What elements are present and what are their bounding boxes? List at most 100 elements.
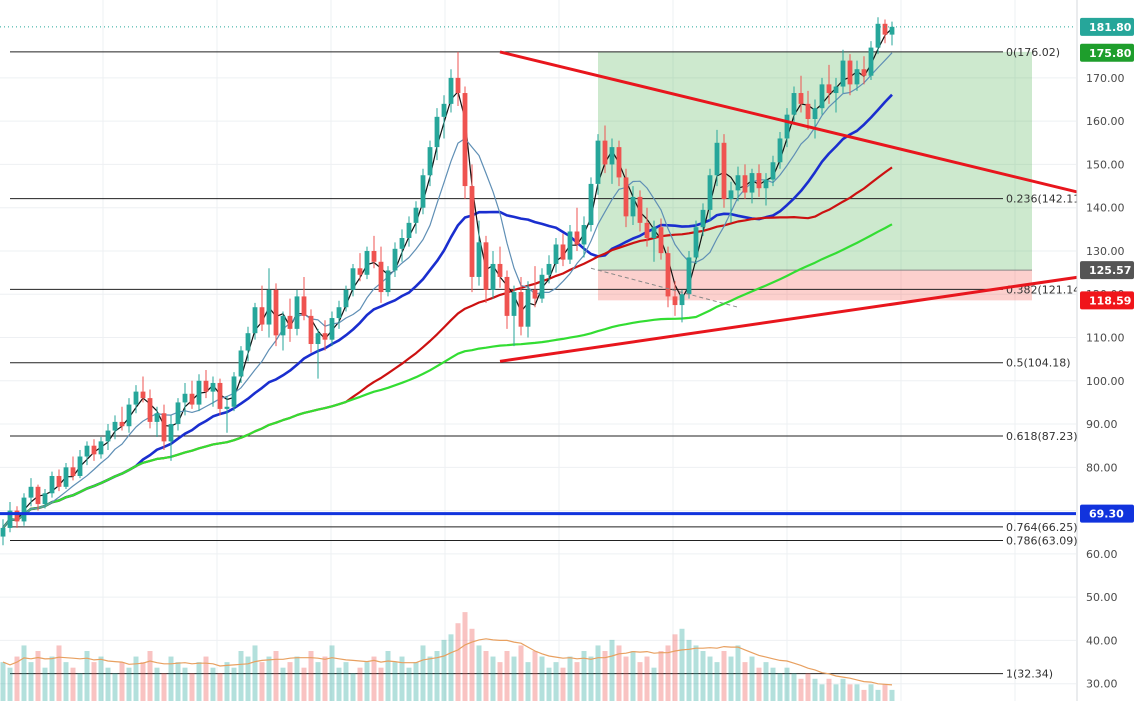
candle	[777, 131, 783, 169]
candle	[483, 235, 489, 303]
candle	[511, 285, 517, 347]
candle-body	[217, 382, 223, 409]
candle-body	[49, 475, 55, 494]
candle	[889, 21, 895, 46]
trendline-1[interactable]	[499, 238, 1136, 363]
candle-body	[588, 183, 594, 226]
candle	[336, 300, 342, 329]
candle	[210, 376, 216, 407]
volume-bar	[686, 639, 692, 701]
price-tag-4	[1080, 504, 1134, 523]
candle-body	[294, 296, 300, 329]
candle	[469, 164, 475, 293]
candle	[49, 471, 55, 498]
candle	[791, 86, 797, 124]
candle	[413, 201, 419, 234]
candle	[21, 493, 27, 526]
candle-body	[546, 263, 552, 275]
volume-bar	[7, 667, 13, 701]
price-axis[interactable]: 30.0040.0050.0060.0070.0080.0090.00100.0…	[1076, 0, 1136, 701]
volume-bar	[840, 678, 846, 701]
candle-body	[469, 186, 475, 277]
volume-bar	[448, 634, 454, 701]
volume-bar	[889, 689, 895, 701]
candle	[749, 168, 755, 204]
candle	[462, 86, 468, 200]
volume-bar	[126, 667, 132, 701]
volume-bar	[854, 684, 860, 701]
candle-body	[735, 175, 741, 191]
fibonacci-retracement[interactable]: 0(176.02) 0.236(142.11 0.382(121.14 0.5(104…	[10, 46, 1080, 681]
candle	[385, 266, 391, 297]
candle-body	[399, 237, 405, 249]
volume-bar	[497, 662, 503, 701]
candle-body	[644, 222, 650, 238]
candle-body	[833, 86, 839, 94]
candle	[546, 255, 552, 284]
candle	[770, 155, 776, 187]
volume-bar	[427, 656, 433, 701]
candle-body	[609, 147, 615, 165]
candle-body	[70, 467, 76, 476]
volume-bar	[294, 656, 300, 701]
y-tick-label: 40.00	[1086, 634, 1118, 647]
candle-body	[791, 93, 797, 115]
candle	[161, 404, 167, 451]
volume-bar	[476, 645, 482, 701]
candle-body	[840, 60, 846, 87]
candle-body	[154, 413, 160, 422]
y-tick-label: 170.00	[1086, 72, 1125, 85]
volume-bar	[798, 678, 804, 701]
volume-bar	[371, 656, 377, 701]
candle	[651, 220, 657, 262]
y-tick-label: 30.00	[1086, 678, 1118, 691]
candle-body	[770, 162, 776, 180]
candle	[616, 140, 622, 187]
candle	[735, 166, 741, 202]
candle	[630, 186, 636, 226]
volume-bar	[595, 645, 601, 701]
candle	[679, 289, 685, 323]
fib-level-label-7: 1(32.34)	[1006, 668, 1053, 681]
fib-level-label-4: 0.618(87.23)	[1006, 430, 1078, 443]
candle	[784, 108, 790, 148]
trendline-0[interactable]	[499, 50, 1136, 258]
candle-body	[273, 289, 279, 336]
candle-body	[168, 424, 174, 442]
candle	[126, 398, 132, 433]
candle	[525, 281, 531, 338]
candle	[693, 220, 699, 264]
candle-body	[350, 268, 356, 290]
candle	[658, 218, 664, 260]
candle	[287, 298, 293, 342]
candle-body	[630, 196, 636, 217]
y-tick-label: 80.00	[1086, 461, 1118, 474]
y-tick-label: 140.00	[1086, 202, 1125, 215]
volume-bar	[784, 667, 790, 701]
candle-body	[427, 147, 433, 176]
trendlines[interactable]	[0, 26, 1136, 516]
stop-zone[interactable]	[598, 270, 1032, 301]
candle-body	[322, 333, 328, 340]
volume-bar	[49, 656, 55, 701]
volume-bar	[315, 662, 321, 701]
candle	[728, 181, 734, 223]
candle-body	[483, 242, 489, 290]
volume-bar	[455, 623, 461, 701]
candle-body	[224, 406, 230, 409]
candle-body	[756, 173, 762, 189]
candle	[35, 484, 41, 511]
candle	[42, 488, 48, 509]
candle	[847, 54, 853, 96]
candle	[875, 17, 881, 55]
volume-bar	[721, 651, 727, 701]
candle	[763, 173, 769, 206]
candle-body	[574, 231, 580, 245]
volume-bar	[56, 645, 62, 701]
candle	[812, 99, 818, 139]
volume-bar	[210, 667, 216, 701]
candle-body	[434, 116, 440, 148]
candle-body	[826, 84, 832, 94]
candle-body	[525, 289, 531, 327]
